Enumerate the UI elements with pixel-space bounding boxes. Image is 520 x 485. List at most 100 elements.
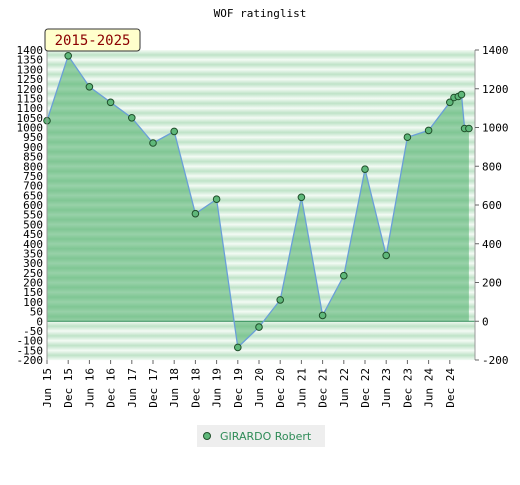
point-layer [43, 52, 473, 352]
left-tick-label: 1350 [17, 54, 44, 67]
x-tick-label: Dec 19 [232, 368, 245, 408]
left-tick-label: 750 [23, 170, 43, 183]
right-tick-label: -200 [482, 354, 509, 367]
data-point[interactable] [424, 126, 433, 135]
x-tick-label: Jun 20 [253, 368, 266, 408]
left-tick-label: 600 [23, 199, 43, 212]
data-point[interactable] [403, 133, 412, 141]
data-point[interactable] [149, 139, 157, 147]
background-band [47, 117, 475, 128]
area-layer [47, 55, 469, 348]
data-point[interactable] [465, 124, 473, 133]
left-tick-label: 0 [36, 315, 43, 328]
left-tick-label: -200 [17, 354, 44, 367]
period-badge: 2015-2025 [44, 28, 141, 52]
background-band [47, 311, 475, 322]
left-tick-label: 1200 [17, 83, 44, 96]
right-tick-label: 1000 [482, 122, 509, 135]
data-point[interactable] [276, 296, 285, 304]
background-band [47, 205, 475, 215]
data-point[interactable] [64, 52, 72, 60]
data-point[interactable] [85, 83, 94, 91]
left-tick-label: 150 [23, 286, 43, 299]
data-point[interactable] [340, 271, 348, 280]
period-badge-box [44, 28, 141, 52]
background-band [47, 98, 475, 109]
left-tick-label: 900 [23, 141, 43, 154]
x-tick-label: Dec 16 [105, 368, 118, 408]
legend-label: GIRARDO Robert [220, 430, 312, 443]
background-band [47, 108, 475, 119]
right-tick-label: 800 [482, 160, 502, 173]
background-band [47, 224, 475, 235]
left-tick-label: 1250 [17, 73, 44, 86]
left-tick-label: 1300 [17, 63, 44, 76]
data-point[interactable] [297, 193, 306, 202]
left-tick-label: 250 [23, 267, 43, 280]
plot-background [47, 50, 475, 361]
data-point[interactable] [106, 98, 115, 107]
data-point[interactable] [255, 323, 263, 331]
right-axis: 1400 1200 1000 800 600 400 200 0 -200 [474, 44, 509, 367]
background-band [47, 234, 475, 244]
x-tick-label: Jun 18 [168, 368, 181, 408]
series-area [47, 55, 469, 348]
left-tick-label: 700 [23, 180, 43, 193]
background-band [47, 79, 475, 89]
background-band [47, 50, 475, 60]
background-band [47, 175, 475, 186]
data-point[interactable] [128, 114, 136, 122]
x-tick-label: Dec 18 [189, 368, 202, 408]
data-point[interactable] [191, 209, 200, 218]
left-tick-label: 200 [23, 277, 43, 290]
data-point[interactable] [234, 343, 242, 352]
left-tick-label: -50 [23, 325, 43, 338]
x-tick-label: Jun 19 [211, 368, 224, 408]
x-tick-label: Dec 22 [359, 368, 372, 408]
x-tick-label: Dec 23 [401, 368, 414, 408]
x-tick-label: Dec 17 [147, 368, 160, 408]
right-tick-label: 1200 [482, 83, 509, 96]
x-tick-label: Jun 21 [295, 368, 308, 408]
data-point[interactable] [446, 98, 454, 107]
background-band [47, 195, 475, 206]
background-band [47, 243, 475, 254]
left-tick-label: -150 [17, 344, 44, 357]
left-axis: 1400135013001250120011501100105010009509… [17, 44, 48, 367]
right-tick-label: 600 [482, 199, 502, 212]
background-band [47, 69, 475, 80]
data-point[interactable] [170, 127, 178, 136]
left-tick-label: 500 [23, 218, 43, 231]
data-point[interactable] [212, 195, 221, 203]
x-tick-label: Dec 21 [317, 368, 330, 408]
data-point[interactable] [457, 90, 466, 99]
data-point[interactable] [382, 251, 391, 260]
left-tick-label: 1400 [17, 44, 44, 57]
background-band [47, 88, 475, 99]
legend: GIRARDO Robert [197, 425, 325, 447]
left-tick-label: 300 [23, 257, 43, 270]
left-tick-label: 1050 [17, 112, 44, 125]
background-band [47, 340, 475, 351]
x-tick-label: Dec 24 [444, 368, 457, 408]
left-tick-label: 850 [23, 151, 43, 164]
right-tick-label: 200 [482, 277, 502, 290]
left-tick-label: 50 [30, 306, 43, 319]
left-tick-label: 650 [23, 189, 43, 202]
background-band [47, 146, 475, 157]
background-band [47, 156, 475, 167]
x-tick-label: Jun 15 [41, 368, 54, 408]
background-band [47, 282, 475, 293]
background-band [47, 59, 475, 70]
left-tick-label: 800 [23, 160, 43, 173]
left-tick-label: 1150 [17, 92, 44, 105]
left-tick-label: 1100 [17, 102, 44, 115]
x-tick-label: Dec 20 [274, 368, 287, 408]
data-point[interactable] [318, 311, 327, 320]
background-band [47, 263, 475, 274]
data-point[interactable] [361, 165, 369, 173]
left-tick-label: 400 [23, 238, 43, 251]
left-tick-label: 1000 [17, 122, 44, 135]
